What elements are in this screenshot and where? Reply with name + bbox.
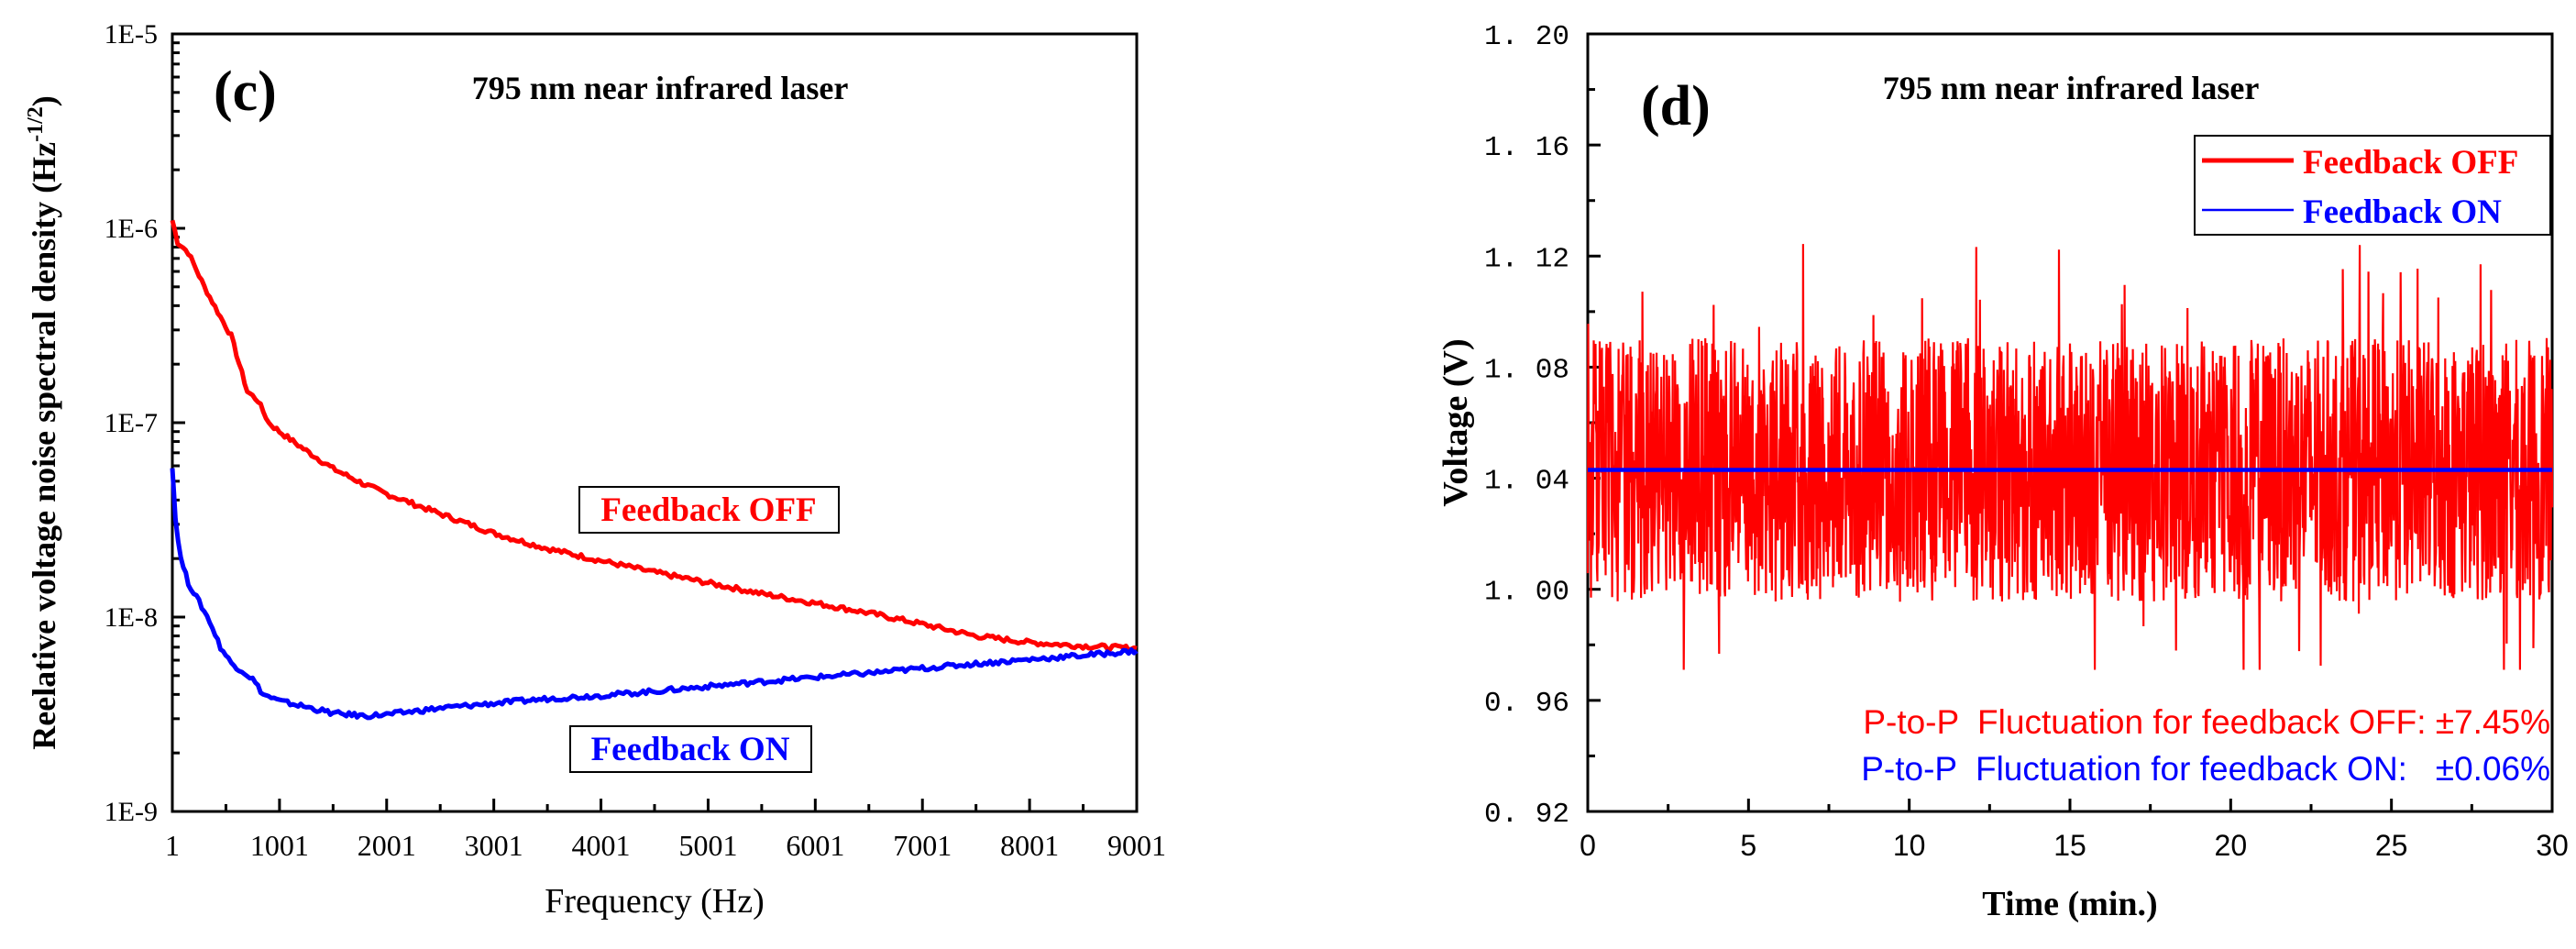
y-tick-label: 1. 20 — [1484, 21, 1569, 53]
y-tick-label: 1. 04 — [1484, 466, 1569, 498]
annotation-feedback-off-text: Feedback OFF — [600, 491, 816, 529]
y-axis-label: Reelative voltage noise spectral density… — [24, 95, 62, 750]
chart-title: 795 nm near infrared laser — [472, 70, 849, 106]
x-tick-label: 3001 — [465, 829, 523, 862]
y-axis-label: Voltage (V) — [1437, 338, 1475, 506]
x-tick-label: 9001 — [1107, 829, 1166, 862]
legend-label-off: Feedback OFF — [2303, 144, 2518, 182]
panel-label: (c) — [214, 61, 277, 123]
annotation-feedback-off: Feedback OFF — [578, 486, 840, 534]
x-tick-label: 8001 — [1000, 829, 1059, 862]
series-feedback-off — [170, 219, 1138, 653]
y-tick-label: 0. 96 — [1484, 688, 1569, 720]
y-tick-label: 1E-8 — [105, 602, 158, 633]
y-tick-label: 0. 92 — [1484, 799, 1569, 831]
series-feedback-on — [170, 468, 1139, 721]
y-tick-label: 1E-6 — [105, 214, 158, 244]
x-tick-label: 5001 — [678, 829, 737, 862]
y-tick-label: 1E-9 — [105, 797, 158, 827]
y-tick-label: 1E-7 — [105, 408, 158, 438]
y-axis-label-exponent: -1/2 — [24, 106, 48, 142]
x-tick-label: 7001 — [893, 829, 952, 862]
x-axis-label: Frequency (Hz) — [545, 882, 765, 921]
fluctuation-off-text: P-to-P Fluctuation for feedback OFF: ±7.… — [1863, 703, 2550, 741]
x-tick-label: 30 — [2536, 829, 2569, 862]
y-axis-label-main: Reelative voltage noise spectral density… — [26, 142, 62, 750]
annotation-feedback-on-text: Feedback ON — [591, 731, 790, 768]
x-tick-label: 25 — [2375, 829, 2408, 862]
legend: Feedback OFF Feedback ON — [2194, 135, 2551, 236]
x-tick-label: 6001 — [786, 829, 844, 862]
chart-title: 795 nm near infrared laser — [1883, 70, 2260, 106]
y-tick-label: 1. 16 — [1484, 132, 1569, 164]
panel-label: (d) — [1641, 75, 1711, 138]
x-tick-label: 2001 — [358, 829, 416, 862]
x-tick-label: 10 — [1893, 829, 1926, 862]
noise-spectrum-chart: 1 1001 2001 3001 4001 5001 6001 7001 8001 9001 1E-… — [24, 19, 1166, 921]
x-tick-label: 0 — [1580, 829, 1596, 862]
x-tick-label: 1 — [165, 829, 180, 862]
x-tick-label: 20 — [2215, 829, 2248, 862]
x-tick-label: 15 — [2053, 829, 2086, 862]
voltage-time-chart: 0 5 10 15 20 25 30 0. 92 0. 96 1. 00 1. 04 1. 08 1. … — [1437, 21, 2569, 923]
y-axis-label-close: ) — [26, 95, 62, 106]
series-feedback-off — [1586, 244, 2554, 670]
legend-box — [2194, 135, 2551, 236]
x-tick-label: 5 — [1740, 829, 1756, 862]
x-tick-label: 4001 — [572, 829, 631, 862]
y-tick-label: 1. 12 — [1484, 243, 1569, 275]
fluctuation-on-text: P-to-P Fluctuation for feedback ON: ±0.0… — [1861, 750, 2550, 788]
y-tick-label: 1E-5 — [105, 19, 158, 50]
annotation-feedback-on: Feedback ON — [569, 725, 812, 773]
y-tick-label: 1. 00 — [1484, 577, 1569, 609]
legend-label-on: Feedback ON — [2303, 193, 2502, 231]
y-tick-label: 1. 08 — [1484, 354, 1569, 386]
x-axis-label: Time (min.) — [1982, 885, 2157, 923]
x-tick-label: 1001 — [250, 829, 309, 862]
plot-frame — [171, 32, 1139, 813]
